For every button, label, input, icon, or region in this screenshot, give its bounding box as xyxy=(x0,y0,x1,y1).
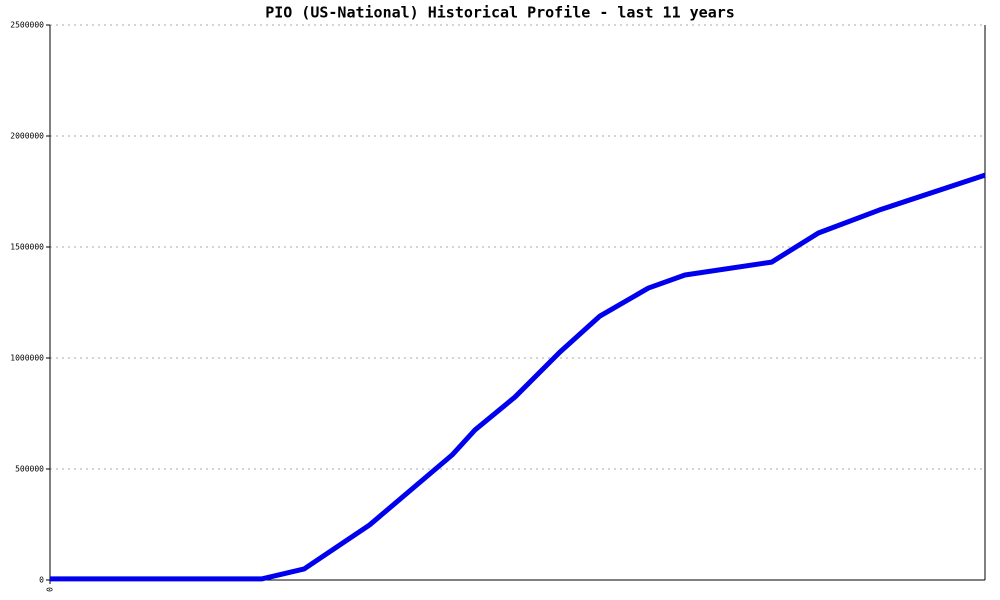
y-tick-label: 2500000 xyxy=(10,21,44,30)
y-tick-label: 1000000 xyxy=(10,354,44,363)
y-tick-label: 0 xyxy=(39,576,44,585)
chart-title: PIO (US-National) Historical Profile - l… xyxy=(265,4,735,22)
x-tick-label: 0 xyxy=(46,587,55,592)
y-tick-label: 2000000 xyxy=(10,132,44,141)
data-line xyxy=(50,172,986,582)
y-tick-label: 500000 xyxy=(15,465,44,474)
y-tick-label: 1500000 xyxy=(10,243,44,252)
